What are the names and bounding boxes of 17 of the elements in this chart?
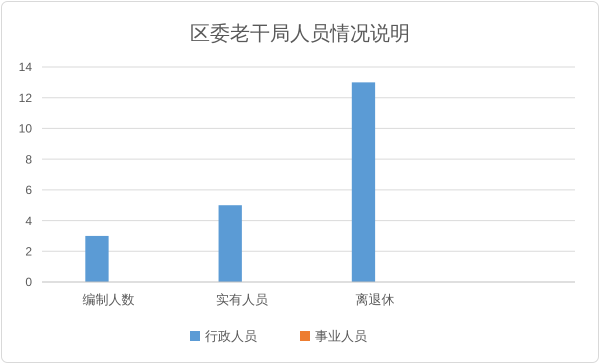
- y-tick-label: 14: [18, 60, 32, 74]
- y-tick-label: 10: [18, 122, 32, 136]
- legend-label: 行政人员: [205, 328, 257, 344]
- chart-title: 区委老干局人员情况说明: [190, 23, 410, 45]
- legend-label: 事业人员: [315, 328, 367, 344]
- y-tick-label: 8: [25, 152, 32, 166]
- y-tick-label: 6: [25, 183, 32, 198]
- y-tick-label: 0: [25, 275, 32, 290]
- bar: [352, 82, 376, 282]
- x-tick-label: 编制人数: [82, 292, 135, 307]
- x-tick-label: 实有人员: [216, 292, 268, 307]
- y-tick-label: 2: [25, 244, 32, 258]
- bar: [85, 236, 109, 282]
- x-tick-label: 离退休: [356, 292, 395, 307]
- bar: [218, 205, 242, 282]
- y-tick-label: 4: [25, 214, 32, 228]
- y-tick-label: 12: [18, 90, 32, 105]
